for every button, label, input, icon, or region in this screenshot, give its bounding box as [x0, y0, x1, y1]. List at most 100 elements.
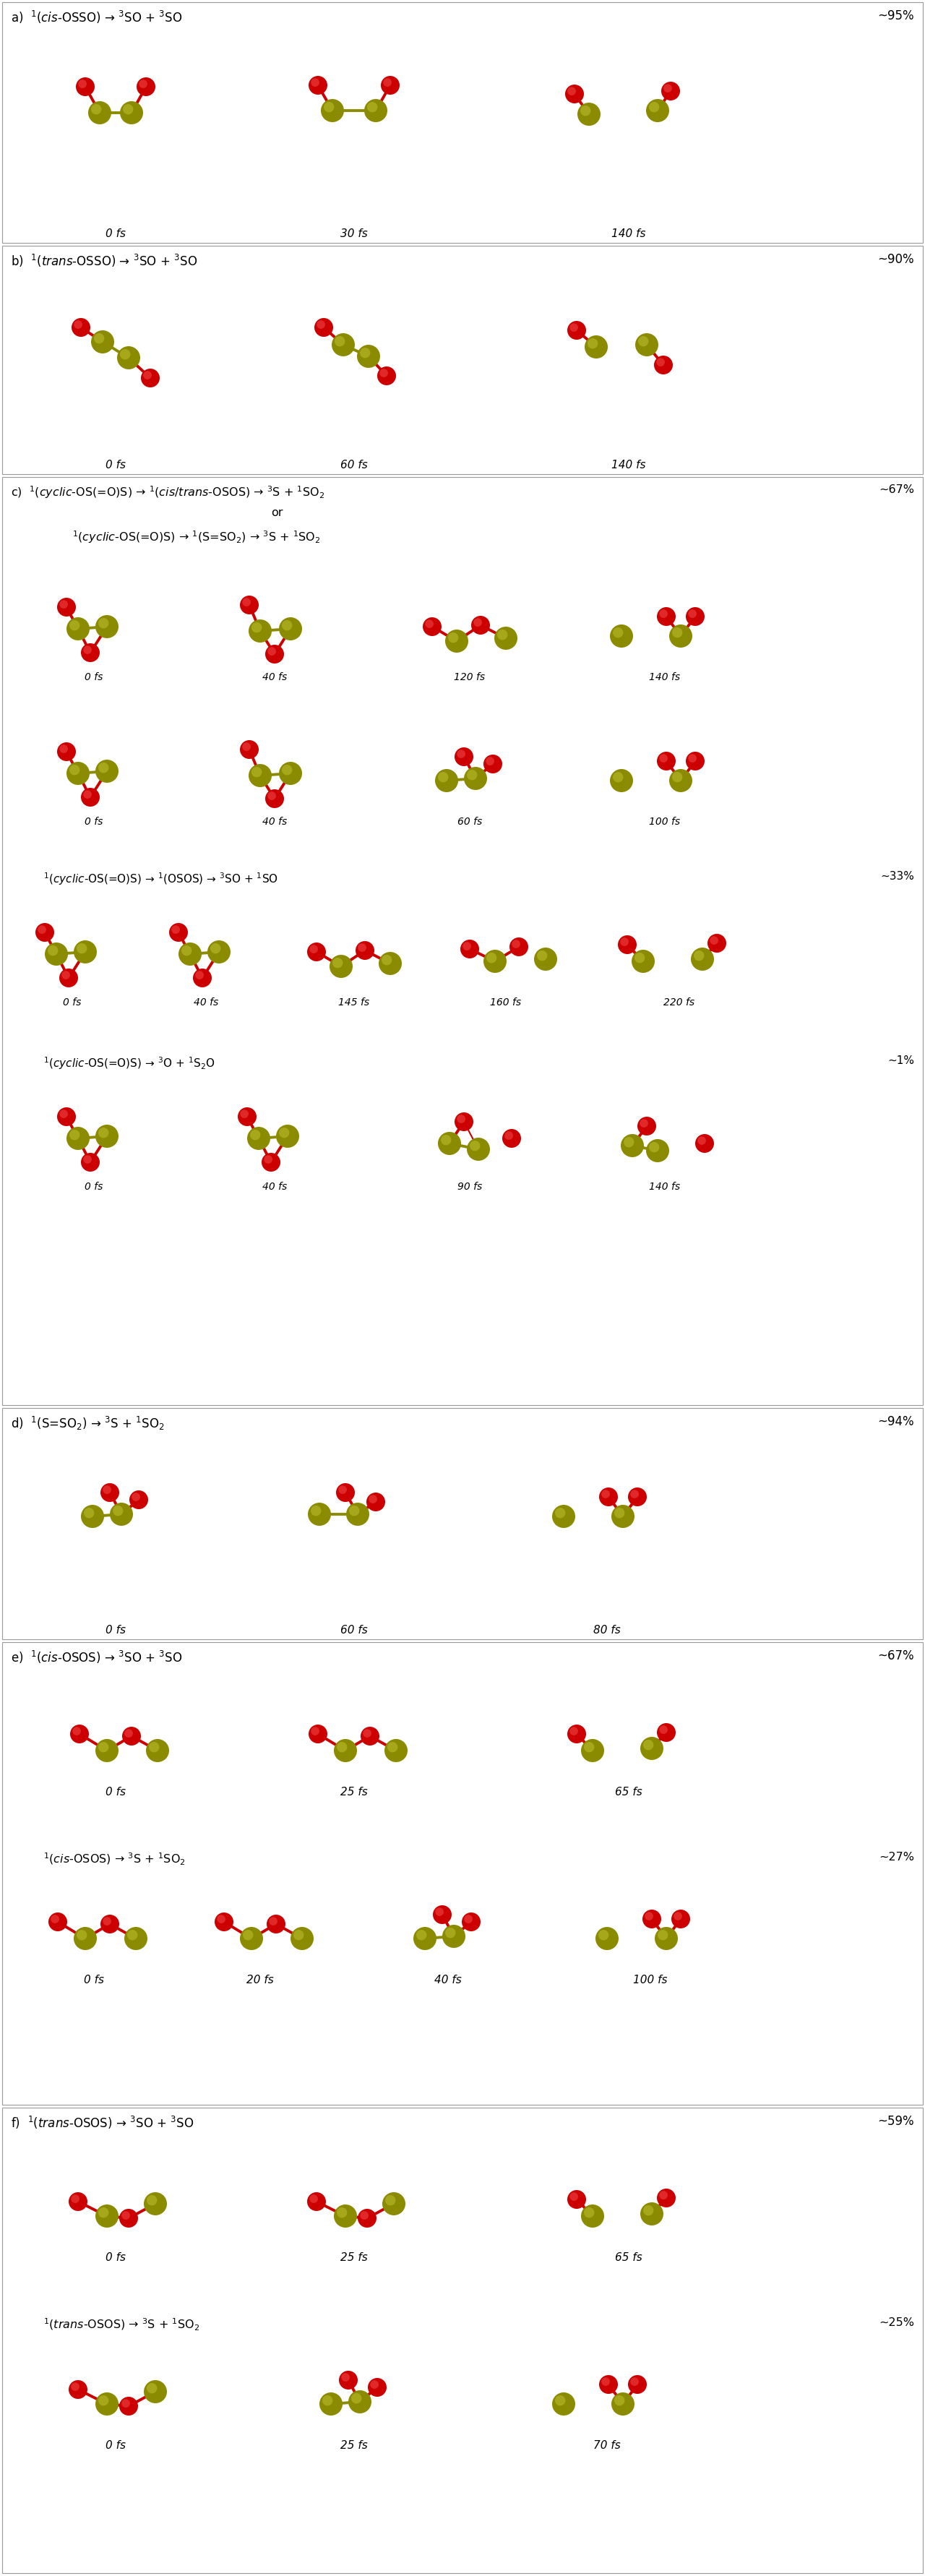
- Text: 60 fs: 60 fs: [457, 817, 482, 827]
- Circle shape: [383, 77, 391, 88]
- Circle shape: [310, 2195, 318, 2202]
- Circle shape: [658, 1929, 668, 1940]
- Circle shape: [67, 618, 90, 641]
- Circle shape: [103, 1486, 111, 1494]
- Circle shape: [367, 103, 377, 113]
- Circle shape: [74, 319, 82, 330]
- Text: 25 fs: 25 fs: [340, 2251, 368, 2264]
- Circle shape: [613, 629, 623, 639]
- Circle shape: [267, 791, 276, 801]
- Circle shape: [643, 1909, 661, 1929]
- Circle shape: [657, 608, 675, 626]
- Circle shape: [502, 1128, 521, 1149]
- Circle shape: [467, 770, 477, 781]
- Text: 0 fs: 0 fs: [105, 459, 126, 471]
- Circle shape: [113, 1504, 123, 1515]
- Text: 0 fs: 0 fs: [85, 817, 103, 827]
- Circle shape: [94, 332, 105, 343]
- Text: 0 fs: 0 fs: [105, 1788, 126, 1798]
- Circle shape: [279, 762, 302, 786]
- Circle shape: [454, 747, 474, 765]
- Circle shape: [552, 1504, 575, 1528]
- Circle shape: [570, 322, 578, 332]
- Circle shape: [141, 368, 160, 386]
- Circle shape: [81, 788, 100, 806]
- Circle shape: [657, 1723, 675, 1741]
- Circle shape: [570, 1726, 578, 1736]
- Circle shape: [448, 634, 459, 644]
- Text: 0 fs: 0 fs: [84, 1976, 104, 1986]
- Circle shape: [264, 1154, 272, 1164]
- Circle shape: [669, 623, 692, 647]
- Text: 25 fs: 25 fs: [340, 2439, 368, 2450]
- Circle shape: [363, 1728, 372, 1739]
- Text: 220 fs: 220 fs: [664, 997, 695, 1007]
- Circle shape: [464, 1914, 473, 1924]
- Circle shape: [378, 953, 401, 976]
- Circle shape: [293, 1929, 303, 1940]
- Circle shape: [471, 616, 490, 634]
- Circle shape: [146, 1739, 169, 1762]
- Circle shape: [81, 644, 100, 662]
- Circle shape: [169, 922, 188, 943]
- Circle shape: [355, 940, 375, 961]
- Circle shape: [498, 629, 508, 639]
- Circle shape: [250, 1131, 261, 1141]
- Text: 0 fs: 0 fs: [85, 1182, 103, 1193]
- Text: ~59%: ~59%: [878, 2115, 914, 2128]
- Bar: [2, 2107, 923, 2573]
- Text: 90 fs: 90 fs: [457, 1182, 482, 1193]
- Circle shape: [442, 1924, 465, 1947]
- Circle shape: [267, 647, 276, 654]
- Circle shape: [358, 2208, 376, 2228]
- Circle shape: [249, 765, 272, 788]
- Circle shape: [137, 77, 155, 95]
- Circle shape: [614, 2396, 624, 2406]
- Circle shape: [599, 2375, 618, 2393]
- Circle shape: [332, 958, 343, 969]
- Circle shape: [74, 940, 97, 963]
- Circle shape: [125, 1728, 133, 1739]
- Circle shape: [77, 943, 87, 953]
- Circle shape: [381, 75, 400, 95]
- Text: 40 fs: 40 fs: [435, 1976, 462, 1986]
- Circle shape: [646, 1139, 669, 1162]
- Circle shape: [128, 1929, 138, 1940]
- Circle shape: [308, 1502, 331, 1525]
- Circle shape: [552, 2393, 575, 2416]
- Text: 140 fs: 140 fs: [611, 459, 646, 471]
- Circle shape: [119, 2396, 138, 2416]
- Circle shape: [70, 1723, 89, 1744]
- Circle shape: [462, 1911, 481, 1932]
- Text: 0 fs: 0 fs: [63, 997, 81, 1007]
- Circle shape: [240, 1927, 263, 1950]
- Circle shape: [143, 2380, 166, 2403]
- Text: 0 fs: 0 fs: [85, 672, 103, 683]
- Circle shape: [77, 1929, 87, 1940]
- Circle shape: [368, 2378, 387, 2396]
- Circle shape: [470, 1141, 480, 1151]
- Circle shape: [71, 2195, 80, 2202]
- Circle shape: [613, 773, 623, 783]
- Text: 60 fs: 60 fs: [340, 1625, 368, 1636]
- Text: 0 fs: 0 fs: [105, 1625, 126, 1636]
- Circle shape: [696, 1133, 714, 1154]
- Circle shape: [657, 358, 665, 366]
- Circle shape: [62, 971, 70, 979]
- Circle shape: [438, 1131, 461, 1154]
- Circle shape: [661, 82, 680, 100]
- Text: ~1%: ~1%: [887, 1056, 914, 1066]
- Circle shape: [358, 943, 366, 953]
- Circle shape: [121, 2398, 130, 2409]
- Circle shape: [74, 1927, 97, 1950]
- Circle shape: [657, 2190, 675, 2208]
- Text: 65 fs: 65 fs: [615, 2251, 642, 2264]
- Text: 40 fs: 40 fs: [193, 997, 218, 1007]
- Circle shape: [71, 317, 91, 337]
- Circle shape: [438, 773, 449, 783]
- Circle shape: [669, 770, 692, 793]
- Circle shape: [462, 943, 471, 951]
- Circle shape: [649, 103, 660, 113]
- Circle shape: [672, 1909, 690, 1929]
- Circle shape: [673, 1911, 682, 1919]
